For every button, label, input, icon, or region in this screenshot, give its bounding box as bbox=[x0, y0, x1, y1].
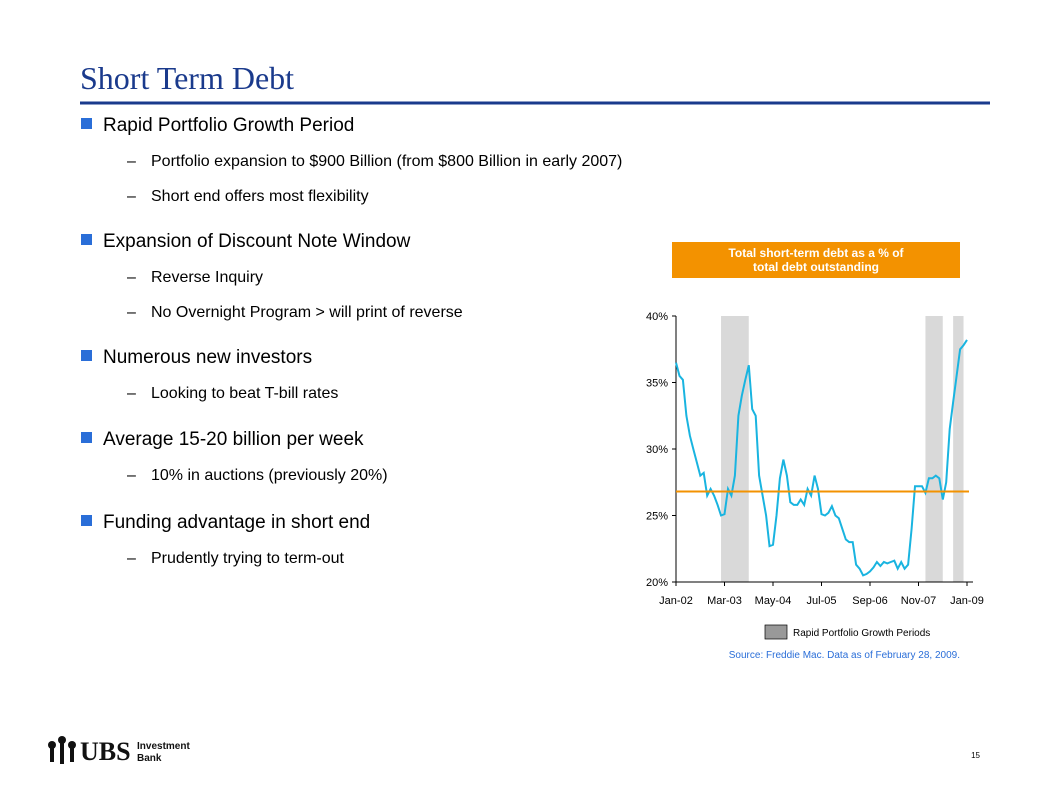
dash: – bbox=[127, 467, 136, 484]
x-tick-label: Jan-09 bbox=[950, 595, 984, 607]
bullet-text: Rapid Portfolio Growth Period bbox=[103, 115, 354, 136]
bullet-text: Average 15-20 billion per week bbox=[103, 429, 364, 450]
sub-bullet-text: Reverse Inquiry bbox=[151, 269, 263, 286]
y-tick-label: 35% bbox=[646, 378, 668, 390]
dash: – bbox=[127, 269, 136, 286]
shaded-period bbox=[953, 316, 964, 582]
sub-bullet-text: Looking to beat T-bill rates bbox=[151, 385, 338, 402]
x-tick-label: Jul-05 bbox=[807, 595, 837, 607]
dash: – bbox=[127, 550, 136, 567]
legend-swatch bbox=[764, 624, 788, 640]
chart-title: total debt outstanding bbox=[753, 260, 879, 274]
chart-title-box bbox=[672, 242, 960, 278]
chart-title: Total short-term debt as a % of bbox=[728, 246, 904, 260]
logo-line: Bank bbox=[137, 753, 162, 764]
source-note: Source: Freddie Mac. Data as of February… bbox=[729, 650, 960, 661]
bullet-text: Funding advantage in short end bbox=[103, 512, 370, 533]
bullet-icon bbox=[81, 432, 92, 443]
sub-bullet-text: Short end offers most flexibility bbox=[151, 188, 369, 205]
bullet-icon bbox=[81, 350, 92, 361]
page-number: 15 bbox=[971, 751, 980, 760]
x-tick-label: May-04 bbox=[755, 595, 792, 607]
legend-label: Rapid Portfolio Growth Periods bbox=[793, 628, 930, 639]
bullet-text: Expansion of Discount Note Window bbox=[103, 231, 411, 252]
bullet-icon bbox=[81, 234, 92, 245]
bullet-text: Numerous new investors bbox=[103, 347, 312, 368]
logo-keys bbox=[48, 736, 76, 764]
dash: – bbox=[127, 188, 136, 205]
sub-bullet-text: Portfolio expansion to $900 Billion (fro… bbox=[151, 153, 622, 170]
y-tick-label: 20% bbox=[646, 577, 668, 589]
line-series bbox=[675, 339, 968, 577]
y-tick-label: 40% bbox=[646, 311, 668, 323]
bullet-list: Rapid Portfolio Growth Period– Portfolio … bbox=[81, 115, 622, 567]
shaded-period bbox=[925, 316, 943, 582]
x-tick-label: Sep-06 bbox=[852, 595, 887, 607]
x-tick-label: Jan-02 bbox=[659, 595, 693, 607]
bullet-icon bbox=[81, 515, 92, 526]
shaded-period bbox=[721, 316, 749, 582]
sub-bullet-text: 10% in auctions (previously 20%) bbox=[151, 467, 388, 484]
y-tick-label: 25% bbox=[646, 511, 668, 523]
y-tick-label: 30% bbox=[646, 444, 668, 456]
sub-bullet-text: No Overnight Program > will print of rev… bbox=[151, 304, 463, 321]
slide-title: Short Term Debt bbox=[80, 60, 294, 96]
sub-bullet-text: Prudently trying to term-out bbox=[151, 550, 345, 567]
x-tick-label: Nov-07 bbox=[901, 595, 936, 607]
dash: – bbox=[127, 385, 136, 402]
logo-name: UBS bbox=[80, 737, 131, 766]
logo: UBS Investment Bank bbox=[48, 736, 190, 766]
x-tick-label: Mar-03 bbox=[707, 595, 742, 607]
dash: – bbox=[127, 304, 136, 321]
dash: – bbox=[127, 153, 136, 170]
bullet-icon bbox=[81, 118, 92, 129]
logo-line: Investment bbox=[137, 741, 190, 752]
